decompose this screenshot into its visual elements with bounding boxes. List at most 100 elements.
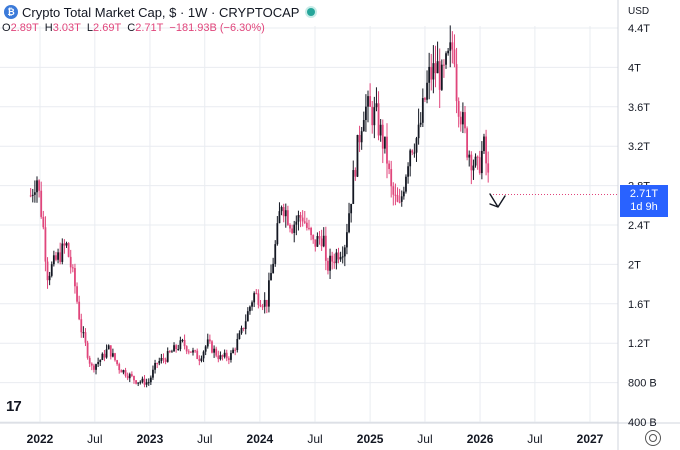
candle-body xyxy=(428,66,431,83)
candle-body xyxy=(402,191,405,197)
candle-body xyxy=(284,210,287,217)
candle-body xyxy=(354,170,357,177)
candle-body xyxy=(232,349,234,354)
candle-body xyxy=(116,360,119,365)
candle-body xyxy=(270,273,272,281)
candle-body xyxy=(318,236,321,239)
candle-body xyxy=(394,194,397,196)
symbol-header[interactable]: ₿ Crypto Total Market Cap, $ · 1W · CRYP… xyxy=(4,3,316,21)
x-tick-label: 2026 xyxy=(467,432,494,446)
candle-body xyxy=(464,112,466,129)
open-value: 2.89T xyxy=(10,22,39,34)
candle-body xyxy=(449,42,452,51)
candle-body xyxy=(141,378,144,382)
candle-body xyxy=(46,261,49,281)
candle-body xyxy=(301,217,304,222)
candle-body xyxy=(468,154,471,158)
candle-body xyxy=(213,348,215,353)
candle-body xyxy=(211,341,213,353)
candle-body xyxy=(88,357,91,364)
x-tick-label: Jul xyxy=(197,432,212,446)
candle-body xyxy=(461,112,464,125)
candle-body xyxy=(291,228,294,233)
candle-body xyxy=(145,382,148,385)
candle-body xyxy=(447,50,450,54)
tradingview-logo[interactable]: 17 xyxy=(6,398,22,415)
candle-body xyxy=(432,63,435,80)
candle-body xyxy=(421,98,424,123)
candle-body xyxy=(400,196,403,202)
settings-gear-icon[interactable] xyxy=(645,430,661,446)
x-tick-label: Jul xyxy=(527,432,542,446)
candle-body xyxy=(55,255,57,260)
candle-body xyxy=(158,360,161,364)
candle-body xyxy=(272,263,275,274)
candle-body xyxy=(398,201,401,203)
candle-body xyxy=(295,221,298,225)
candle-body xyxy=(234,349,237,351)
crypto-coin-icon: ₿ xyxy=(4,5,18,19)
candle-body xyxy=(405,176,407,192)
candle-body xyxy=(312,235,315,240)
candle-body xyxy=(206,339,209,347)
candle-body xyxy=(381,124,384,149)
candle-body xyxy=(419,122,422,125)
candle-body xyxy=(230,353,232,360)
market-status-dot-icon xyxy=(307,8,316,16)
x-tick-label: 2027 xyxy=(577,432,604,446)
symbol-title[interactable]: Crypto Total Market Cap, $ · 1W · CRYPTO… xyxy=(22,4,300,20)
candle-body xyxy=(61,243,64,262)
candle-body xyxy=(424,98,426,100)
candle-body xyxy=(390,169,393,187)
candle-body xyxy=(78,301,81,320)
candle-body xyxy=(194,350,197,352)
candle-body xyxy=(223,352,226,357)
down-arrow-mark xyxy=(489,193,506,208)
candle-body xyxy=(386,136,388,164)
candle-body xyxy=(362,120,365,132)
candle-body xyxy=(133,375,135,381)
currency-selector[interactable]: USD xyxy=(628,6,650,17)
candle-body xyxy=(314,239,317,247)
y-tick-label: 2.4T xyxy=(628,220,650,232)
candle-body xyxy=(86,342,89,358)
candle-body xyxy=(303,221,306,223)
candle-body xyxy=(84,332,87,343)
candle-body xyxy=(352,170,355,204)
candle-body xyxy=(261,306,264,308)
candle-body xyxy=(143,378,146,385)
candle-body xyxy=(97,362,100,365)
candle-body xyxy=(160,357,163,361)
candle-body xyxy=(162,357,165,360)
candle-body xyxy=(369,96,372,107)
candle-body xyxy=(426,82,428,100)
candle-body xyxy=(268,280,270,307)
candle-body xyxy=(198,359,201,361)
candle-body xyxy=(93,365,95,370)
candle-body xyxy=(65,243,68,246)
candle-body xyxy=(31,194,34,196)
candle-body xyxy=(299,215,302,218)
candle-body xyxy=(238,333,241,340)
candle-body xyxy=(337,252,340,260)
candle-body xyxy=(358,134,361,143)
candle-body xyxy=(310,227,312,236)
candle-body xyxy=(289,224,291,229)
candle-body xyxy=(48,275,51,281)
candle-body xyxy=(472,165,475,171)
x-tick-label: Jul xyxy=(417,432,432,446)
candle-body xyxy=(286,210,289,225)
candle-body xyxy=(324,235,327,261)
candle-body xyxy=(455,64,458,102)
candle-body xyxy=(257,293,260,305)
candle-body xyxy=(308,227,310,229)
candle-body xyxy=(253,293,256,303)
candle-body xyxy=(320,238,323,247)
y-tick-label: 1.6T xyxy=(628,299,650,311)
candle-body xyxy=(280,207,283,212)
candle-body xyxy=(137,382,140,384)
candle-body xyxy=(451,42,454,50)
candle-body xyxy=(341,256,344,258)
